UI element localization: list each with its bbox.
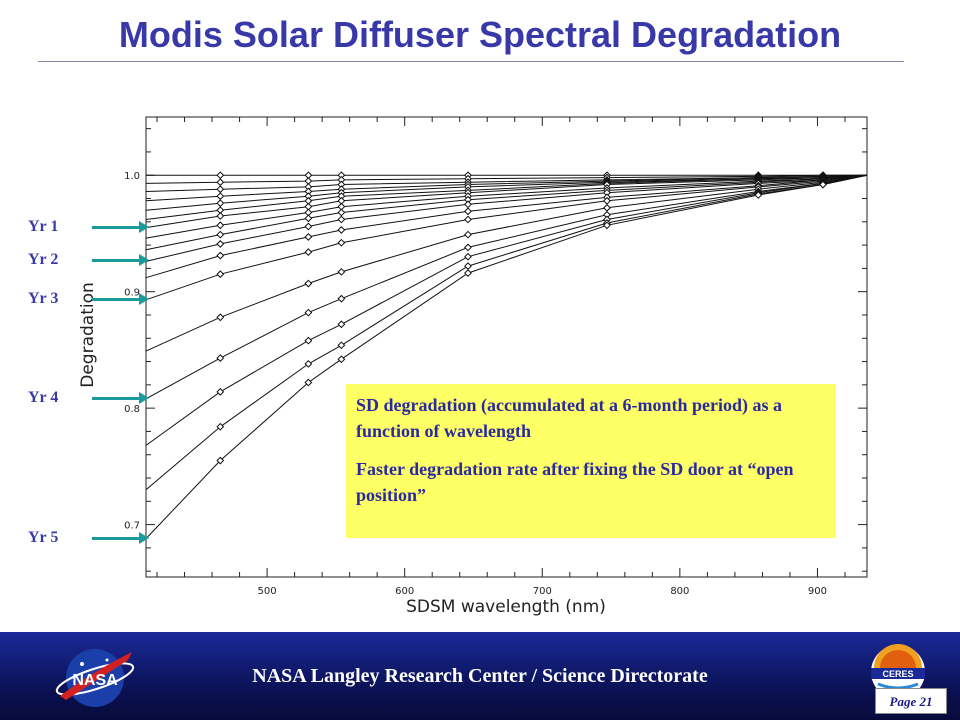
y-tick-label: 1.0 (124, 171, 140, 182)
data-point (464, 200, 472, 209)
x-axis-label: SDSM wavelength (nm) (406, 597, 606, 617)
data-point (304, 308, 313, 317)
data-point (216, 221, 225, 230)
data-point (216, 313, 225, 322)
data-point (304, 336, 313, 345)
data-point (337, 215, 346, 224)
data-point (819, 180, 827, 189)
svg-text:CERES: CERES (882, 669, 913, 679)
data-point (304, 378, 313, 387)
year-label: Yr 1 (28, 217, 59, 235)
data-point (464, 269, 472, 277)
data-point (304, 359, 313, 368)
data-point (216, 422, 225, 431)
footer-bar: NASA NASA Langley Research Center / Scie… (0, 632, 960, 720)
page-number: Page 21 (875, 688, 947, 714)
data-point (337, 238, 346, 247)
year-arrow-icon (92, 220, 149, 233)
x-tick-label: 900 (808, 586, 827, 597)
y-ticks: 0.7 0.8 0.9 1.0 (124, 128, 867, 572)
data-point (216, 185, 225, 194)
data-point (216, 178, 225, 187)
year-arrow-icon (92, 254, 149, 267)
year-label: Yr 5 (28, 528, 59, 546)
data-point (216, 192, 225, 201)
data-point (304, 248, 313, 256)
ceres-logo-icon: CERES (871, 644, 925, 699)
series-line (145, 174, 868, 400)
data-point (464, 252, 472, 261)
x-tick-label: 800 (670, 586, 689, 597)
x-ticks: 500 600 700 800 900 (156, 117, 846, 597)
data-point (216, 212, 225, 220)
y-tick-label: 0.9 (124, 288, 140, 299)
data-point (337, 208, 346, 217)
series-markers (216, 171, 827, 465)
data-point (754, 191, 763, 199)
data-point (464, 230, 472, 239)
year-arrow-icon (92, 531, 149, 544)
annotation-box: SD degradation (accumulated at a 6-month… (346, 384, 836, 538)
data-point (464, 262, 472, 270)
data-point (337, 267, 346, 276)
data-point (464, 207, 472, 216)
data-point (337, 355, 346, 364)
data-point (337, 341, 346, 350)
data-point (216, 270, 225, 279)
data-point (304, 233, 313, 241)
note-line-1: SD degradation (accumulated at a 6-month… (356, 395, 782, 441)
data-point (337, 294, 346, 303)
data-point (337, 320, 346, 329)
note-line-2: Faster degradation rate after fixing the… (356, 459, 794, 505)
data-point (464, 215, 472, 224)
svg-text:NASA: NASA (72, 672, 118, 689)
data-point (304, 222, 313, 231)
year-label: Yr 3 (28, 289, 59, 307)
data-point (216, 199, 225, 208)
data-point (464, 243, 472, 252)
data-point (216, 456, 225, 465)
data-point (216, 240, 225, 248)
x-tick-label: 600 (395, 586, 414, 597)
data-point (603, 221, 611, 230)
data-point (216, 251, 225, 260)
data-point (216, 354, 225, 362)
data-point (216, 171, 225, 180)
data-point (337, 226, 346, 234)
y-tick-label: 0.8 (124, 404, 140, 415)
data-point (216, 387, 225, 396)
data-point (304, 279, 313, 288)
x-tick-label: 500 (258, 586, 277, 597)
data-point (603, 203, 611, 212)
plot-frame (145, 116, 868, 578)
nasa-logo-icon: NASA (55, 649, 135, 707)
slide-title: Modis Solar Diffuser Spectral Degradatio… (118, 14, 842, 55)
year-arrow-icon (92, 292, 149, 305)
footer-text: NASA Langley Research Center / Science D… (252, 665, 708, 687)
title-divider (38, 61, 904, 62)
x-tick-label: 700 (533, 586, 552, 597)
data-point (304, 214, 313, 223)
year-label: Yr 4 (28, 388, 59, 406)
year-label: Yr 2 (28, 251, 59, 269)
data-point (216, 230, 225, 239)
y-axis-label: Degradation (78, 282, 98, 388)
y-tick-label: 0.7 (124, 521, 140, 532)
year-arrow-icon (92, 391, 149, 404)
